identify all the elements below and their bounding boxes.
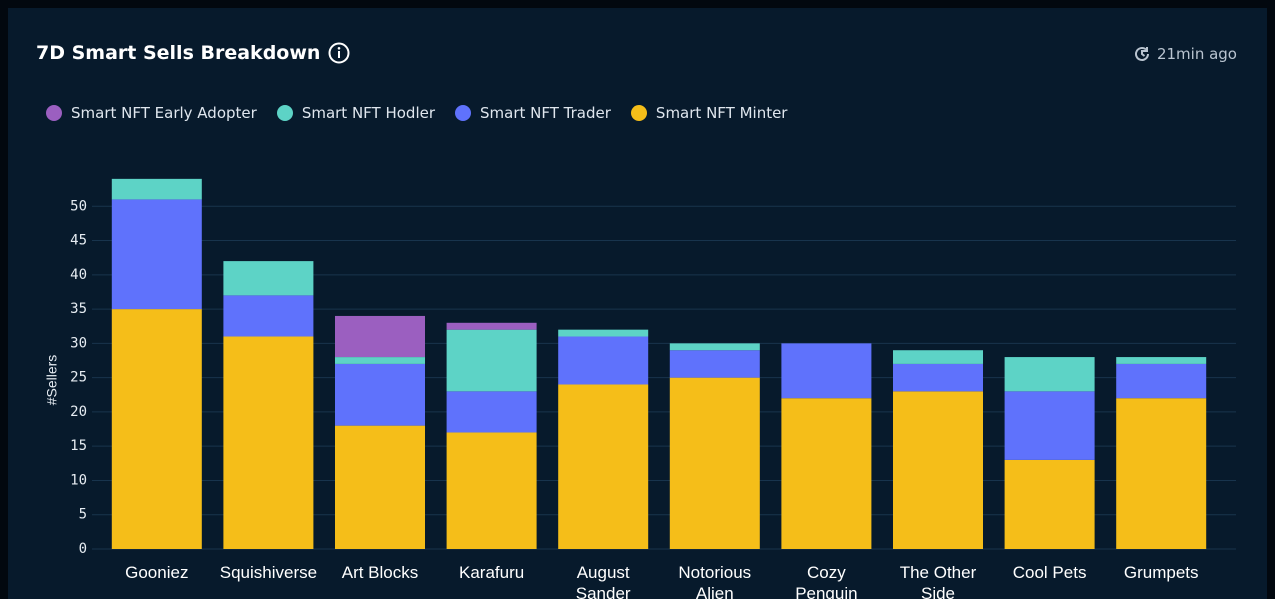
x-tick-label: August Sander: [575, 563, 631, 599]
legend-label: Smart NFT Early Adopter: [71, 104, 257, 122]
bar-segment: [111, 178, 202, 200]
bar-segment: [446, 432, 537, 549]
bar-segment: [223, 336, 314, 549]
bar-segment: [335, 363, 425, 426]
bar-segment: [335, 425, 425, 549]
y-tick-label: 10: [70, 472, 87, 488]
y-tick-label: 15: [70, 438, 87, 454]
bar-segment: [335, 357, 425, 364]
title-row: 7D Smart Sells Breakdown: [36, 42, 350, 64]
x-tick-label: Gooniez: [125, 563, 189, 582]
y-axis-label: #Sellers: [44, 355, 60, 406]
bar-segment: [223, 295, 314, 337]
x-tick-label: Cool Pets: [1012, 563, 1087, 582]
legend-item: Smart NFT Trader: [455, 104, 611, 122]
legend-item: Smart NFT Early Adopter: [46, 104, 257, 122]
y-tick-label: 35: [70, 301, 87, 317]
updated-time: 21min ago: [1156, 45, 1237, 63]
legend-swatch: [630, 105, 647, 121]
legend-swatch: [46, 105, 62, 121]
clock-icon: [1134, 46, 1149, 61]
bar-segment: [223, 261, 314, 296]
y-tick-label: 50: [70, 198, 87, 214]
bar-segment: [111, 309, 202, 549]
bar-segment: [1116, 363, 1207, 399]
legend-item: Smart NFT Hodler: [276, 104, 436, 122]
legend-swatch: [455, 105, 472, 121]
x-tick-label: Notorious Alien: [678, 563, 752, 599]
bar-segment: [446, 391, 537, 433]
bar-segment: [1004, 357, 1095, 392]
y-tick-label: 5: [79, 507, 87, 523]
bar-segment: [893, 391, 983, 549]
bar-segment: [111, 199, 202, 310]
bar-segment: [893, 363, 983, 392]
x-tick-label: Grumpets: [1123, 563, 1199, 582]
x-tick-label: The Other Side: [899, 563, 977, 599]
bar-segment: [335, 315, 425, 358]
bar-segment: [781, 343, 872, 399]
bar-segment: [669, 350, 760, 378]
bar-segment: [446, 322, 537, 330]
bar-segment: [1116, 398, 1207, 549]
x-tick-label: Art Blocks: [341, 563, 419, 582]
updated: 21min ago: [1133, 45, 1237, 63]
info-icon[interactable]: [328, 42, 350, 64]
legend-label: Smart NFT Minter: [655, 104, 788, 122]
bar-segment: [1004, 459, 1095, 549]
y-tick-label: 20: [70, 404, 87, 420]
bar-segment: [669, 343, 760, 351]
y-tick-label: 0: [79, 541, 87, 557]
legend-label: Smart NFT Trader: [480, 104, 611, 122]
y-tick-label: 40: [70, 267, 87, 283]
bar-segment: [558, 384, 649, 549]
bar-segment: [558, 336, 649, 385]
bar-segment: [893, 350, 983, 364]
bar-segment: [1004, 391, 1095, 460]
x-tick-label: Cozy Penguin: [795, 563, 858, 599]
x-tick-label: Karafuru: [458, 563, 525, 582]
bar-segment: [558, 329, 649, 337]
bar-segment: [446, 329, 537, 392]
chart-title: 7D Smart Sells Breakdown: [36, 42, 321, 64]
y-tick-label: 45: [70, 233, 87, 249]
y-tick-label: 30: [70, 335, 87, 351]
legend-swatch: [276, 105, 293, 121]
bar-segment: [1116, 357, 1207, 364]
legend: Smart NFT Early Adopter Smart NFT Hodler S…: [46, 104, 787, 122]
legend-item: Smart NFT Minter: [630, 104, 788, 122]
bar-segment: [669, 377, 760, 549]
x-tick-label: Squishiverse: [219, 563, 318, 582]
y-tick-label: 25: [70, 370, 87, 386]
bar-segment: [781, 398, 872, 549]
legend-label: Smart NFT Hodler: [301, 104, 436, 122]
